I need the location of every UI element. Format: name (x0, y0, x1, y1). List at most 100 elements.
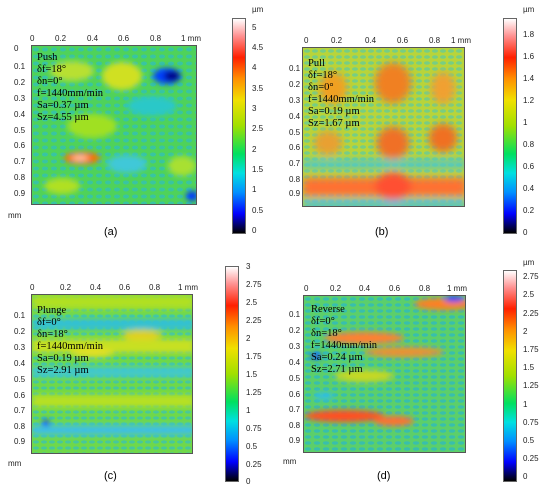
panel-a-xtick: 0.8 (150, 34, 162, 43)
panel-b-ytick: 0.9 (289, 189, 301, 198)
panel-a-cbar-tick: 4 (252, 63, 257, 72)
panel-a-ytick: 0.5 (14, 126, 26, 135)
panel-c-heatmap (31, 294, 193, 454)
panel-b-delta-f: δf=18° (308, 70, 338, 81)
panel-a-xtick: 0.6 (118, 34, 130, 43)
panel-c-cbar-tick: 0.25 (246, 460, 262, 469)
panel-a-cbar-unit: µm (252, 5, 264, 14)
panel-d-cbar-unit: µm (523, 258, 535, 267)
panel-a-sz: Sz=4.55 µm (37, 112, 89, 123)
panel-c-ytick: 0.9 (14, 437, 26, 446)
panel-d-cbar-tick: 1.25 (523, 381, 539, 390)
panel-a-ytick: 0.1 (14, 62, 26, 71)
panel-d-mode: Reverse (311, 304, 345, 315)
panel-b-sz: Sz=1.67 µm (308, 118, 360, 129)
panel-d-xtick: 0.8 (419, 284, 431, 293)
panel-b-cbar-tick: 1.2 (523, 96, 535, 105)
panel-b-ytick: 0.4 (289, 112, 301, 121)
panel-c-delta-n: δn=18° (37, 329, 68, 340)
panel-d-cbar-tick: 1.75 (523, 345, 539, 354)
panel-d-cbar-tick: 0 (523, 472, 528, 481)
panel-c-cbar-tick: 0 (246, 477, 251, 486)
panel-b-mode: Pull (308, 58, 325, 69)
panel-c-cbar-tick: 2.25 (246, 316, 262, 325)
panel-b-xtick: 0.8 (429, 36, 441, 45)
panel-b-ytick: 0.7 (289, 159, 301, 168)
panel-c-ytick: 0.2 (14, 327, 26, 336)
panel-a-ytick: 0.3 (14, 94, 26, 103)
panel-d-ytick: 0.8 (289, 421, 301, 430)
panel-b-xtick: 1 mm (451, 36, 471, 45)
panel-d-ytick: 0.7 (289, 405, 301, 414)
panel-d-ytick: 0.6 (289, 390, 301, 399)
panel-b-surface-texture (303, 48, 464, 206)
panel-a-xtick: 0.2 (55, 34, 67, 43)
panel-b-label: (b) (375, 226, 389, 238)
panel-a-cbar-tick: 1.5 (252, 165, 264, 174)
panel-a-cbar-tick: 0 (252, 226, 257, 235)
panel-b-cbar-unit: µm (523, 5, 535, 14)
panel-a-y-unit: mm (8, 211, 22, 220)
panel-d-delta-n: δn=18° (311, 328, 342, 339)
panel-b-ytick: 0.5 (289, 128, 301, 137)
panel-a-xtick: 1 mm (181, 34, 201, 43)
panel-c-ytick: 0.7 (14, 406, 26, 415)
panel-b-cbar-tick: 0.8 (523, 140, 535, 149)
panel-b-xtick: 0 (304, 36, 309, 45)
panel-a-cbar-tick: 2.5 (252, 124, 264, 133)
panel-b-cbar-tick: 0.6 (523, 162, 535, 171)
panel-b-ytick: 0.3 (289, 96, 301, 105)
panel-c-cbar-tick: 1.25 (246, 388, 262, 397)
panel-b-delta-n: δn=0° (308, 82, 334, 93)
panel-c-xtick: 0.6 (119, 283, 131, 292)
panel-d-y-unit: mm (283, 457, 297, 466)
panel-d-xtick: 0.4 (359, 284, 371, 293)
panel-a-delta-n: δn=0° (37, 76, 63, 87)
panel-d-delta-f: δf=0° (311, 316, 335, 327)
panel-d-xtick: 0.2 (330, 284, 342, 293)
panel-d-ytick: 0.2 (289, 326, 301, 335)
panel-d-cbar-tick: 0.75 (523, 418, 539, 427)
panel-b-annotation: Pull δf=18° δn=0° f=1440mm/min Sa=0.19 µ… (308, 58, 374, 130)
panel-d-surface-texture (304, 296, 465, 452)
panel-c-xtick: 1 mm (178, 283, 198, 292)
panel-b-sa: Sa=0.19 µm (308, 106, 360, 117)
panel-a-ytick: 0.4 (14, 110, 26, 119)
panel-a-annotation: Push δf=18° δn=0° f=1440mm/min Sa=0.37 µ… (37, 52, 103, 124)
panel-a-heatmap (31, 45, 197, 205)
panel-c-cbar-tick: 3 (246, 262, 251, 271)
panel-d-ytick: 0.5 (289, 374, 301, 383)
panel-c: 0 0.2 0.4 0.6 0.8 1 mm 0.1 0.2 0.3 0.4 0… (0, 246, 275, 492)
panel-d-cbar-tick: 2.75 (523, 272, 539, 281)
panel-c-xtick: 0.2 (60, 283, 72, 292)
panel-a-cbar-tick: 3.5 (252, 84, 264, 93)
panel-d-ytick: 0.4 (289, 358, 301, 367)
panel-b: 0 0.2 0.4 0.6 0.8 1 mm 0.1 0.2 0.3 0.4 0… (275, 0, 550, 246)
panel-a-ytick: 0.6 (14, 141, 26, 150)
panel-a-cbar-tick: 5 (252, 23, 257, 32)
panel-a-cbar-tick: 1 (252, 185, 257, 194)
panel-d-cbar-tick: 0.25 (523, 454, 539, 463)
panel-c-xtick: 0.4 (90, 283, 102, 292)
panel-d-sa: Sa=0.24 µm (311, 352, 363, 363)
panel-a-colorbar (232, 18, 246, 234)
panel-d-cbar-tick: 2.5 (523, 290, 535, 299)
panel-c-cbar-tick: 0.75 (246, 424, 262, 433)
panel-a-sa: Sa=0.37 µm (37, 100, 89, 111)
panel-c-ytick: 0.4 (14, 359, 26, 368)
panel-b-xtick: 0.6 (397, 36, 409, 45)
panel-b-cbar-tick: 1.6 (523, 52, 535, 61)
panel-b-ytick: 0.6 (289, 143, 301, 152)
panel-c-sz: Sz=2.91 µm (37, 365, 89, 376)
panel-b-xtick: 0.2 (331, 36, 343, 45)
panel-a-origin-tick: 0 (14, 44, 19, 53)
panel-d-heatmap (303, 295, 466, 453)
panel-c-cbar-tick: 2.75 (246, 280, 262, 289)
panel-c-ytick: 0.1 (14, 311, 26, 320)
panel-a-xtick: 0 (30, 34, 35, 43)
panel-a-ytick: 0.9 (14, 189, 26, 198)
panel-d-cbar-tick: 2 (523, 327, 528, 336)
panel-d-ytick: 0.1 (289, 310, 301, 319)
panel-a-feed: f=1440mm/min (37, 88, 104, 99)
panel-b-ytick: 0.2 (289, 80, 301, 89)
